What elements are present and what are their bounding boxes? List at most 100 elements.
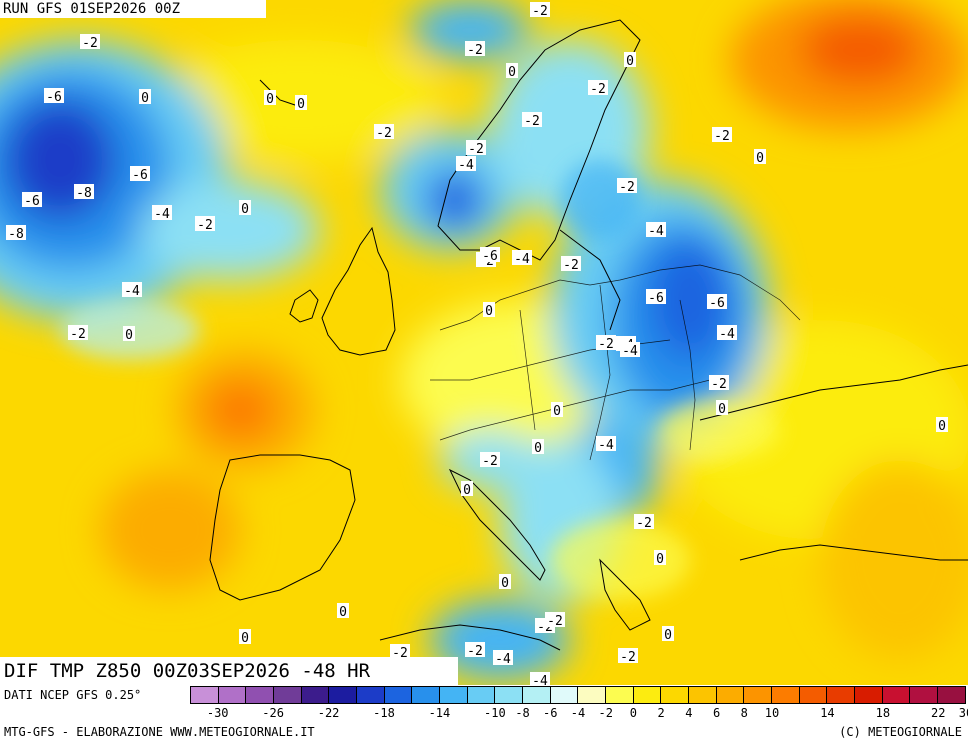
color-scale-tick-label: -22 [317,706,340,720]
color-scale-tick-label: 22 [931,706,946,720]
contour-value-label: -2 [588,80,608,97]
svg-text:0: 0 [501,576,509,591]
svg-text:0: 0 [534,441,542,456]
svg-text:0: 0 [125,328,133,343]
contour-value-label: -4 [493,650,513,667]
contour-value-label: -2 [80,34,100,51]
color-swatch [606,687,634,703]
data-source-label: DATI NCEP GFS 0.25° [4,688,142,702]
svg-text:0: 0 [297,97,305,112]
color-scale-tick-label: 30 [958,706,968,720]
contour-value-label: 0 [654,550,666,567]
contour-value-label: 0 [461,481,473,498]
svg-text:-2: -2 [524,114,540,129]
svg-text:-4: -4 [648,224,664,239]
svg-text:-2: -2 [82,36,98,51]
color-swatch [910,687,939,703]
color-scale-tick-label: -18 [373,706,395,720]
coastlines [209,19,968,651]
color-scale-tick-label: -26 [262,706,284,720]
color-swatch [467,687,496,703]
svg-text:-2: -2 [563,258,579,273]
color-swatch [550,687,579,703]
contour-value-labels: -2-2-2-6 0 0 00-20-2-6-8-6-4-20-8-4-2 0-2-4-… [6,2,948,685]
svg-text:-4: -4 [458,158,474,173]
contour-value-label: -2 [709,375,729,392]
svg-text:-2: -2 [711,377,727,392]
color-scale-tick-label: -30 [206,706,229,720]
contour-value-label: -2 [374,124,394,141]
svg-text:-4: -4 [598,438,614,453]
contour-value-label: 0 [936,417,948,434]
color-swatch [772,687,800,703]
svg-text:-6: -6 [648,291,664,306]
contour-value-label: 0 [662,626,674,643]
color-scale-tick-label: -8 [515,706,530,720]
svg-text:0: 0 [241,202,249,217]
svg-text:0: 0 [141,91,149,106]
color-swatch [191,687,219,703]
contour-value-label: 0 [337,603,349,620]
color-scale-tick-label: -14 [428,706,451,720]
color-swatch [218,687,247,703]
contour-value-label: -4 [122,282,142,299]
contour-value-label: 0 [295,95,307,112]
svg-text:-2: -2 [467,43,483,58]
color-swatch [246,687,275,703]
contour-value-label: -4 [512,250,532,267]
contour-value-label: -2 [530,2,550,19]
svg-text:-4: -4 [532,674,548,685]
contour-value-label: -6 [480,247,500,264]
svg-text:-2: -2 [714,129,730,144]
svg-text:-2: -2 [467,644,483,659]
contour-value-label: -4 [646,222,666,239]
svg-text:-2: -2 [547,614,563,629]
contour-value-label: -2 [68,325,88,342]
svg-text:-2: -2 [70,327,86,342]
svg-text:0: 0 [508,65,516,80]
color-scale-tick-label: 2 [657,706,665,720]
color-scale-bar [190,686,966,704]
contour-value-label: -2 [480,452,500,469]
contour-value-label: -4 [620,342,640,359]
svg-text:-2: -2 [590,82,606,97]
color-scale-tick-label: -6 [543,706,558,720]
contour-value-label: -2 [545,612,565,629]
contour-value-label: 0 [506,63,518,80]
color-swatch [274,687,302,703]
svg-text:-4: -4 [622,344,638,359]
contour-value-label: -2 [617,178,637,195]
color-swatch [523,687,551,703]
svg-text:0: 0 [463,483,471,498]
color-scale-tick-label: 8 [740,706,748,720]
contour-value-label: -4 [456,156,476,173]
color-swatch [689,687,717,703]
contour-value-label: -6 [44,88,64,105]
color-swatch [827,687,856,703]
svg-text:-2: -2 [532,4,548,19]
color-scale-tick-label: 4 [685,706,693,720]
svg-text:-6: -6 [24,194,40,209]
contour-value-label: -2 [634,514,654,531]
svg-text:-4: -4 [154,207,170,222]
svg-text:-4: -4 [514,252,530,267]
svg-text:0: 0 [756,151,764,166]
contour-value-label: -2 [618,648,638,665]
svg-text:-4: -4 [495,652,511,667]
contour-value-label: -2 [596,335,616,352]
svg-text:-6: -6 [482,249,498,264]
contour-value-label: -8 [74,184,94,201]
svg-text:0: 0 [718,402,726,417]
color-scale-ticks: -30 -26 -22 -18 -14 -10 -8 -6 -4 -2 0 2 4 6 8 10 14 18 22 3… [190,706,968,722]
svg-text:0: 0 [485,304,493,319]
contour-value-label: 0 [624,52,636,69]
contour-value-label: -4 [596,436,616,453]
svg-text:-2: -2 [619,180,635,195]
contour-value-label: 0 [239,200,251,217]
run-label: RUN GFS 01SEP2026 00Z [0,0,266,18]
contour-value-label: 0 [239,629,251,646]
svg-text:0: 0 [938,419,946,434]
svg-text:0: 0 [626,54,634,69]
contour-value-label: -6 [130,166,150,183]
contour-value-label: 0 [483,302,495,319]
